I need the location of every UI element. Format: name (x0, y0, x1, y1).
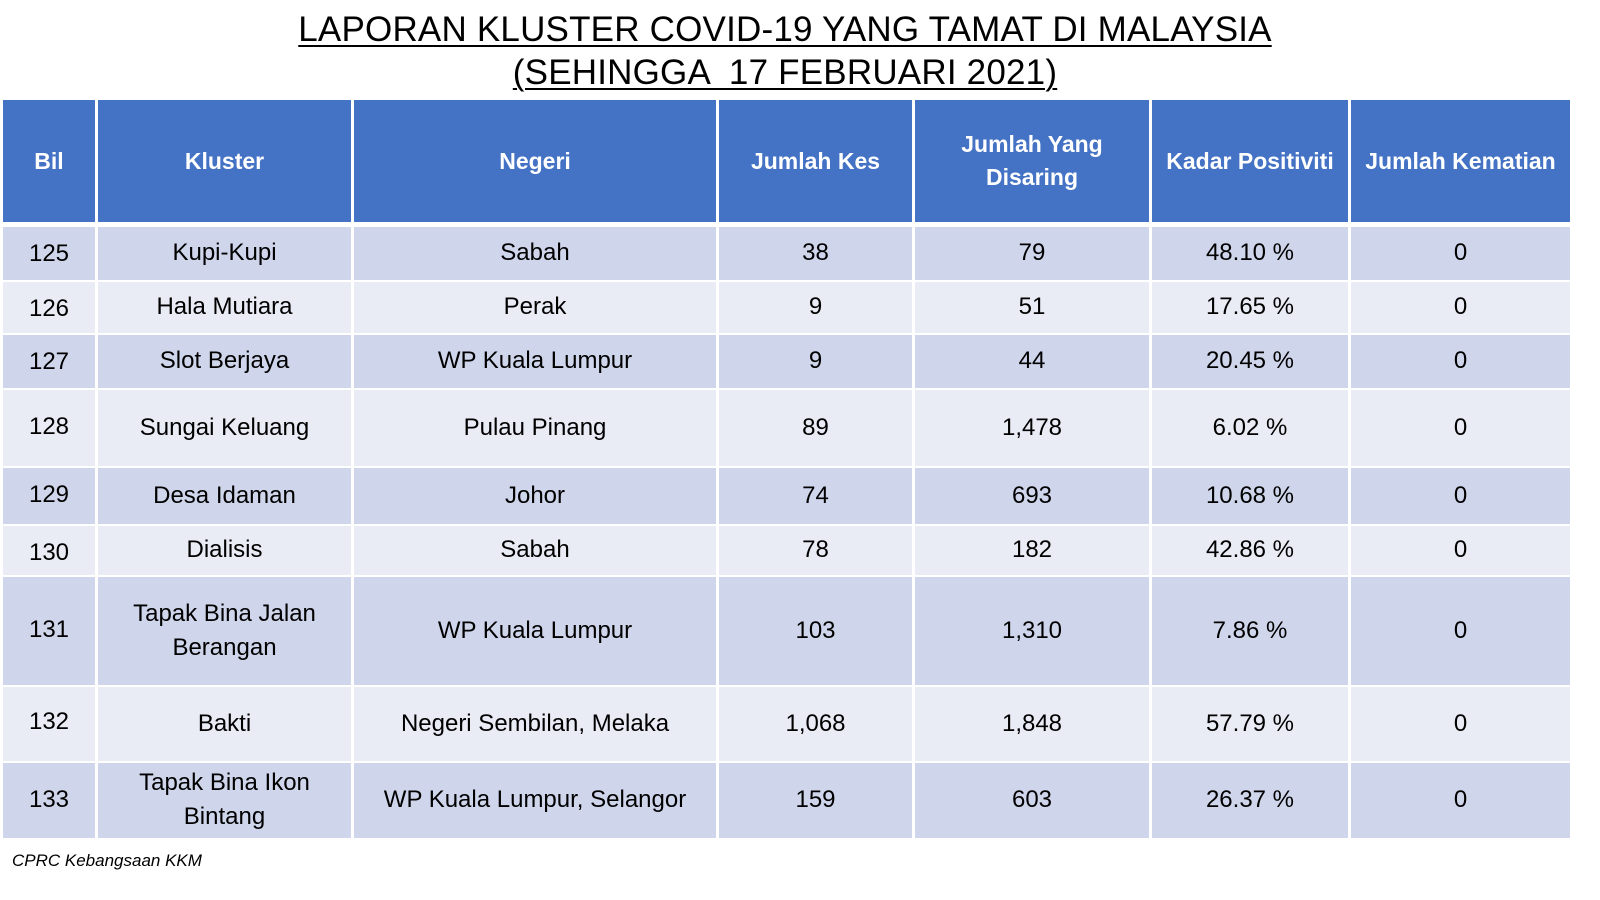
cell-jumlah-kematian: 0 (1348, 465, 1573, 526)
cell-jumlah-kes: 38 (716, 223, 915, 282)
header-kluster: Kluster (95, 100, 354, 227)
cell-bil: 133 (0, 760, 98, 840)
cell-jumlah-kematian: 0 (1348, 279, 1573, 335)
cell-kadar-positiviti: 26.37 % (1149, 760, 1351, 840)
cell-kadar-positiviti: 20.45 % (1149, 332, 1351, 390)
cell-jumlah-kes: 89 (716, 387, 915, 468)
header-jumlah-kematian: Jumlah Kematian (1348, 100, 1573, 227)
header-kadar-positiviti: Kadar Positiviti (1149, 100, 1351, 227)
cell-bil: 129 (0, 465, 98, 526)
cell-jumlah-kes: 74 (716, 465, 915, 526)
cell-kluster: Tapak Bina Ikon Bintang (95, 760, 354, 840)
cell-jumlah-kematian: 0 (1348, 760, 1573, 840)
cell-bil: 130 (0, 523, 98, 577)
cell-kluster: Bakti (95, 684, 354, 763)
cell-bil: 132 (0, 684, 98, 763)
cell-jumlah-disaring: 1,478 (912, 387, 1152, 468)
cell-kadar-positiviti: 48.10 % (1149, 223, 1351, 282)
cell-negeri: Sabah (351, 523, 719, 577)
header-jumlah-disaring: Jumlah Yang Disaring (912, 100, 1152, 227)
cell-negeri: Negeri Sembilan, Melaka (351, 684, 719, 763)
table-row: 132 Bakti Negeri Sembilan, Melaka 1,068 … (0, 684, 1573, 763)
cell-jumlah-kes: 9 (716, 279, 915, 335)
header-negeri: Negeri (351, 100, 719, 227)
cell-kadar-positiviti: 42.86 % (1149, 523, 1351, 577)
source-note: CPRC Kebangsaan KKM (12, 851, 202, 870)
cell-negeri: Sabah (351, 223, 719, 282)
table-row: 125 Kupi-Kupi Sabah 38 79 48.10 % 0 (0, 223, 1573, 282)
header-jumlah-kes: Jumlah Kes (716, 100, 915, 227)
table-row: 133 Tapak Bina Ikon Bintang WP Kuala Lum… (0, 760, 1573, 840)
cell-kadar-positiviti: 10.68 % (1149, 465, 1351, 526)
cell-jumlah-kes: 1,068 (716, 684, 915, 763)
cell-jumlah-kematian: 0 (1348, 684, 1573, 763)
cell-kadar-positiviti: 7.86 % (1149, 574, 1351, 687)
cell-bil: 128 (0, 387, 98, 468)
cell-kadar-positiviti: 6.02 % (1149, 387, 1351, 468)
cell-jumlah-kematian: 0 (1348, 523, 1573, 577)
cell-kluster: Kupi-Kupi (95, 223, 354, 282)
cell-jumlah-kes: 9 (716, 332, 915, 390)
table-row: 128 Sungai Keluang Pulau Pinang 89 1,478… (0, 387, 1573, 468)
cell-bil: 126 (0, 279, 98, 335)
cell-jumlah-kes: 78 (716, 523, 915, 577)
cell-jumlah-kematian: 0 (1348, 387, 1573, 468)
cell-jumlah-kes: 103 (716, 574, 915, 687)
cell-jumlah-kematian: 0 (1348, 223, 1573, 282)
cell-negeri: WP Kuala Lumpur, Selangor (351, 760, 719, 840)
cell-negeri: Johor (351, 465, 719, 526)
table-row: 131 Tapak Bina Jalan Berangan WP Kuala L… (0, 574, 1573, 687)
cell-jumlah-disaring: 79 (912, 223, 1152, 282)
cell-jumlah-kematian: 0 (1348, 332, 1573, 390)
cell-kluster: Hala Mutiara (95, 279, 354, 335)
cell-jumlah-disaring: 603 (912, 760, 1152, 840)
cell-kluster: Slot Berjaya (95, 332, 354, 390)
cell-kluster: Sungai Keluang (95, 387, 354, 468)
table-row: 127 Slot Berjaya WP Kuala Lumpur 9 44 20… (0, 332, 1573, 390)
cell-jumlah-disaring: 1,848 (912, 684, 1152, 763)
report-title: LAPORAN KLUSTER COVID-19 YANG TAMAT DI M… (0, 8, 1570, 94)
cell-bil: 125 (0, 223, 98, 282)
header-row: Bil Kluster Negeri Jumlah Kes Jumlah Yan… (0, 100, 1573, 227)
cell-kadar-positiviti: 57.79 % (1149, 684, 1351, 763)
cell-kadar-positiviti: 17.65 % (1149, 279, 1351, 335)
cluster-table: Bil Kluster Negeri Jumlah Kes Jumlah Yan… (0, 100, 1573, 840)
cell-negeri: Perak (351, 279, 719, 335)
cell-jumlah-disaring: 51 (912, 279, 1152, 335)
table-row: 126 Hala Mutiara Perak 9 51 17.65 % 0 (0, 279, 1573, 335)
cell-bil: 127 (0, 332, 98, 390)
title-line-2: (SEHINGGA 17 FEBRUARI 2021) (512, 53, 1058, 92)
cell-jumlah-disaring: 182 (912, 523, 1152, 577)
cell-kluster: Dialisis (95, 523, 354, 577)
cell-kluster: Desa Idaman (95, 465, 354, 526)
table-row: 130 Dialisis Sabah 78 182 42.86 % 0 (0, 523, 1573, 577)
cell-jumlah-disaring: 693 (912, 465, 1152, 526)
header-bil: Bil (0, 100, 98, 227)
cell-jumlah-disaring: 44 (912, 332, 1152, 390)
cell-kluster: Tapak Bina Jalan Berangan (95, 574, 354, 687)
cell-negeri: Pulau Pinang (351, 387, 719, 468)
cell-bil: 131 (0, 574, 98, 687)
title-line-1: LAPORAN KLUSTER COVID-19 YANG TAMAT DI M… (298, 10, 1272, 49)
cell-jumlah-disaring: 1,310 (912, 574, 1152, 687)
cell-negeri: WP Kuala Lumpur (351, 332, 719, 390)
table-row: 129 Desa Idaman Johor 74 693 10.68 % 0 (0, 465, 1573, 526)
cell-negeri: WP Kuala Lumpur (351, 574, 719, 687)
cell-jumlah-kes: 159 (716, 760, 915, 840)
cell-jumlah-kematian: 0 (1348, 574, 1573, 687)
